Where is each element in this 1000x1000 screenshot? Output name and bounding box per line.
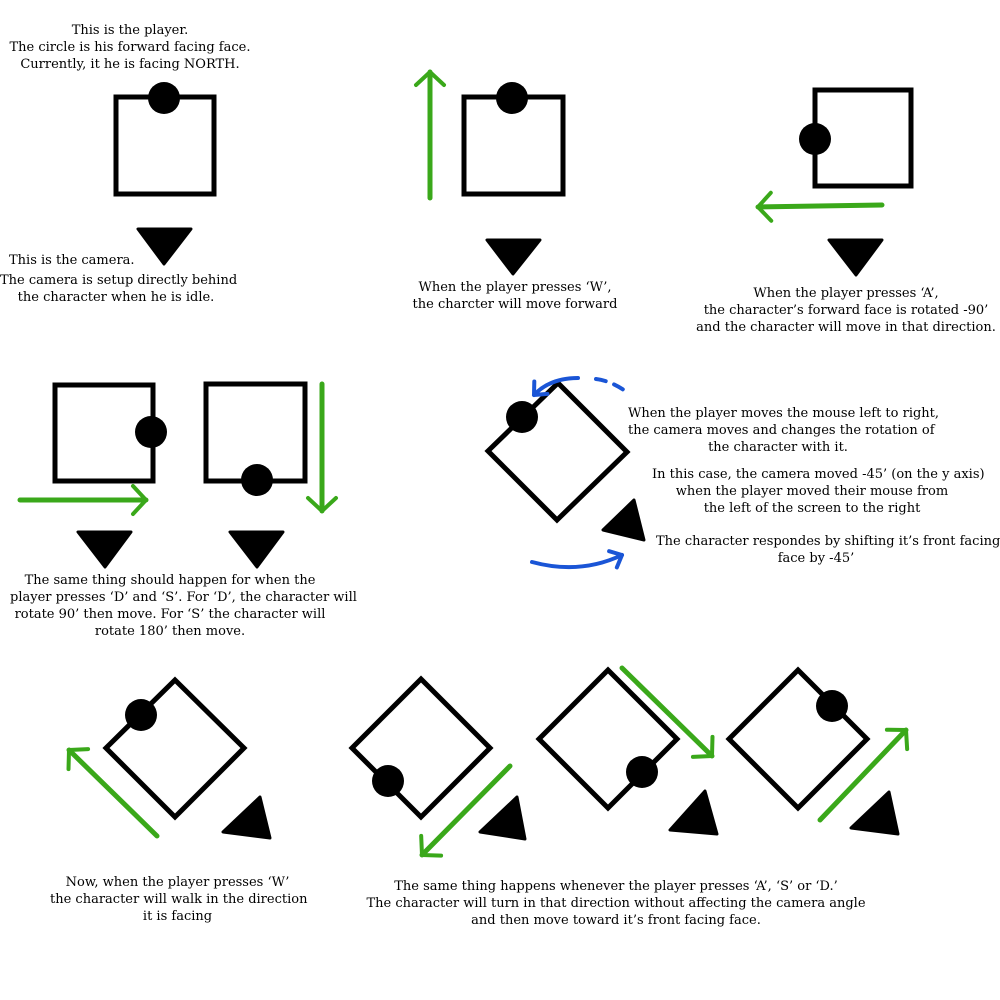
move-left-arrow-rotated bbox=[419, 763, 513, 858]
player-press-d bbox=[52, 382, 167, 484]
player-front-face bbox=[626, 756, 658, 788]
player-mouse-rotated bbox=[484, 379, 631, 524]
player-front-face bbox=[496, 82, 528, 114]
camera-marker-rotated bbox=[221, 795, 272, 840]
caption-camera-rotated: In this case, the camera moved -45’ (on … bbox=[652, 467, 985, 516]
player-front-face bbox=[241, 464, 273, 496]
move-left-arrow bbox=[755, 190, 885, 223]
caption-rotated-w: Now, when the player presses ‘W’ the cha… bbox=[50, 875, 308, 924]
player-body bbox=[725, 666, 871, 812]
move-backward-arrow-rotated bbox=[619, 665, 715, 759]
player-north bbox=[113, 82, 217, 197]
move-forward-arrow-rotated bbox=[66, 747, 160, 839]
camera-marker-rotated bbox=[849, 790, 900, 836]
move-right-arrow-rotated bbox=[817, 727, 910, 823]
player-press-w bbox=[461, 82, 566, 197]
caption-player-intro: This is the player. The circle is his fo… bbox=[9, 23, 251, 72]
player-front-face bbox=[816, 690, 848, 722]
player-front-face bbox=[372, 765, 404, 797]
caption-press-d-s: The same thing should happen for when th… bbox=[10, 573, 357, 639]
rotation-arrow-top bbox=[532, 376, 580, 397]
player-rotated-s bbox=[535, 666, 681, 812]
camera-marker-rotated bbox=[478, 795, 527, 841]
caption-camera-title: This is the camera. bbox=[9, 253, 135, 268]
player-front-face bbox=[135, 416, 167, 448]
player-press-a bbox=[799, 87, 914, 189]
rotation-arrow-bottom bbox=[530, 549, 624, 570]
player-rotated-d bbox=[725, 666, 871, 812]
player-front-face bbox=[799, 123, 831, 155]
camera-marker bbox=[76, 530, 133, 569]
caption-mouse-move: When the player moves the mouse left to … bbox=[628, 406, 940, 455]
player-front-face bbox=[506, 401, 538, 433]
player-body bbox=[348, 675, 494, 821]
camera-marker bbox=[228, 530, 285, 569]
player-rotated-w bbox=[102, 676, 248, 821]
player-front-face bbox=[125, 699, 157, 731]
player-body bbox=[535, 666, 681, 812]
caption-character-responds: The character respondes by shifting it’s… bbox=[656, 534, 1000, 566]
player-front-face bbox=[148, 82, 180, 114]
player-press-s bbox=[203, 381, 308, 496]
player-body bbox=[484, 379, 631, 524]
camera-marker bbox=[136, 227, 193, 266]
caption-press-w: When the player presses ‘W’, the charcte… bbox=[412, 280, 618, 312]
rotation-arrow-top-dash bbox=[594, 377, 630, 395]
camera-marker-rotated bbox=[601, 498, 646, 542]
player-rotated-a bbox=[348, 675, 494, 821]
camera-marker bbox=[827, 238, 884, 277]
player-body bbox=[102, 676, 248, 821]
caption-press-a: When the player presses ‘A’, the charact… bbox=[696, 286, 996, 335]
caption-rotated-asd: The same thing happens whenever the play… bbox=[366, 879, 866, 928]
caption-camera-intro: The camera is setup directly behind the … bbox=[0, 273, 238, 305]
camera-marker bbox=[485, 238, 542, 276]
camera-marker-rotated bbox=[668, 789, 719, 836]
